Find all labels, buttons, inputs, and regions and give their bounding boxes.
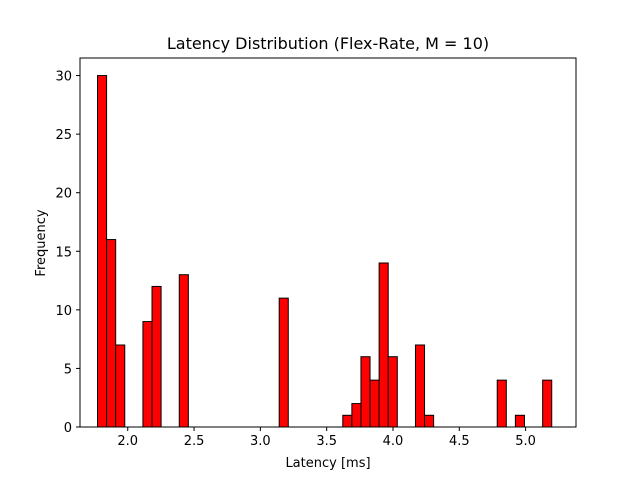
y-axis-ticks: 0 5 10 15 20 25 30 xyxy=(55,70,80,436)
y-tick-label: 0 xyxy=(64,421,72,436)
histogram-bar xyxy=(142,321,153,428)
histogram-bar xyxy=(360,356,371,428)
histogram-bar xyxy=(351,403,362,428)
histogram-bar xyxy=(387,356,398,428)
y-tick-label: 20 xyxy=(55,187,72,202)
x-tick-label: 3.5 xyxy=(316,434,337,449)
histogram-bar xyxy=(542,379,553,428)
histogram-bar xyxy=(514,414,525,428)
histogram-bar xyxy=(496,379,507,428)
x-tick-label: 2.0 xyxy=(117,434,138,449)
x-tick-label: 4.0 xyxy=(383,434,404,449)
x-tick-label: 5.0 xyxy=(515,434,536,449)
x-tick-label: 4.5 xyxy=(449,434,470,449)
histogram-bar xyxy=(151,285,162,428)
y-tick-label: 10 xyxy=(55,304,72,319)
histogram-bar xyxy=(115,344,126,428)
x-axis-label: Latency [ms] xyxy=(285,456,370,471)
histogram-bar xyxy=(106,239,117,428)
x-tick-label: 2.5 xyxy=(184,434,205,449)
histogram-bar xyxy=(342,414,353,428)
y-tick-label: 25 xyxy=(55,128,72,143)
histogram-bar xyxy=(424,414,435,428)
x-tick-label: 3.0 xyxy=(250,434,271,449)
y-tick-label: 30 xyxy=(55,70,72,85)
bars-group xyxy=(97,75,553,428)
histogram-bar xyxy=(178,274,189,428)
y-axis-label: Frequency xyxy=(34,209,49,276)
histogram-bar xyxy=(414,344,426,428)
y-tick-label: 15 xyxy=(55,245,72,260)
y-tick-label: 5 xyxy=(64,362,72,377)
x-axis-ticks: 2.0 2.5 3.0 3.5 4.0 4.5 5.0 xyxy=(117,427,536,449)
histogram-bar xyxy=(378,262,389,428)
histogram-bar xyxy=(278,297,289,428)
histogram-bar xyxy=(369,379,380,428)
histogram-bar xyxy=(97,75,108,428)
plot-frame xyxy=(79,57,577,428)
chart-title: Latency Distribution (Flex-Rate, M = 10) xyxy=(167,34,489,53)
